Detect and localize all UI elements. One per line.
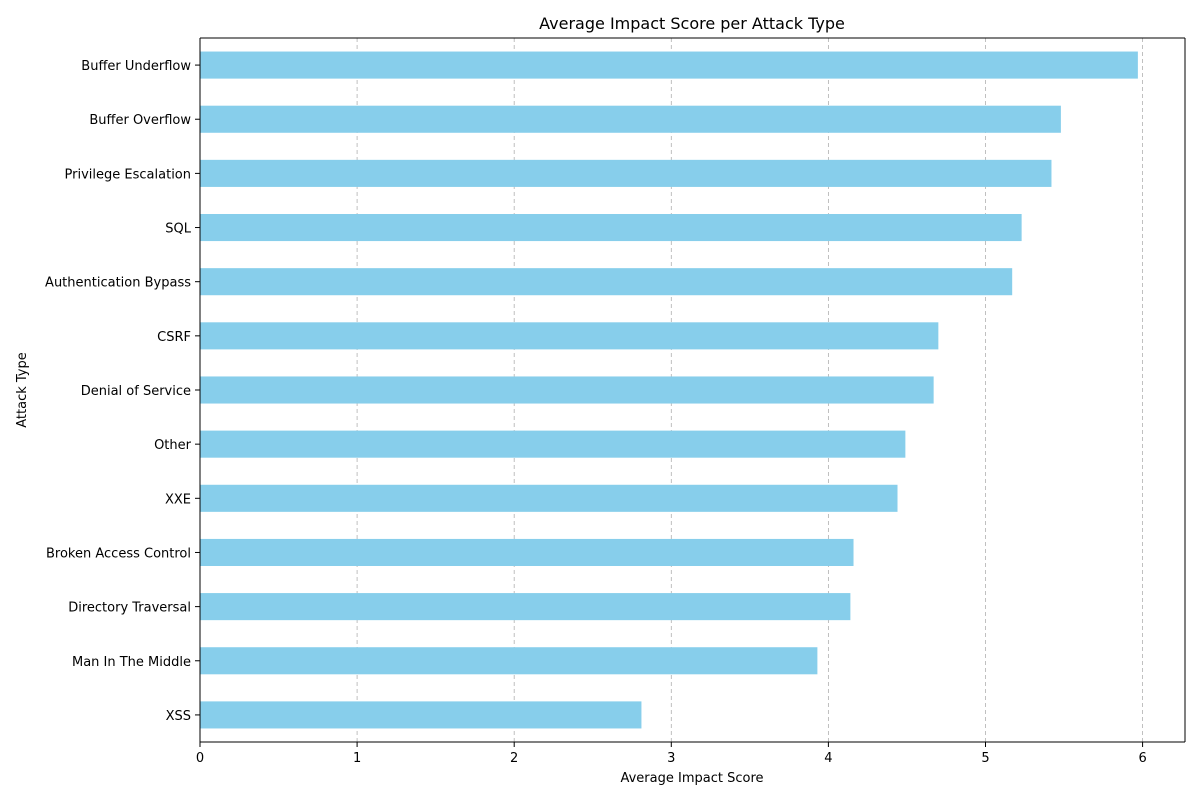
y-tick-label: Authentication Bypass — [45, 276, 191, 291]
y-axis-title: Attack Type — [15, 352, 30, 428]
y-tick-label: Man In The Middle — [72, 655, 191, 670]
bar — [200, 268, 1013, 296]
y-tick-label: Buffer Underflow — [81, 59, 191, 74]
x-tick-label: 5 — [981, 751, 989, 766]
bar — [200, 376, 934, 404]
chart-title: Average Impact Score per Attack Type — [539, 14, 845, 33]
y-tick-label: CSRF — [157, 330, 191, 345]
bars-layer — [200, 51, 1138, 729]
x-ticks: 0 1 2 3 4 5 6 — [196, 742, 1147, 766]
bar — [200, 538, 854, 566]
bar — [200, 430, 906, 458]
x-tick-label: 6 — [1138, 751, 1146, 766]
bar — [200, 51, 1138, 79]
x-tick-label: 2 — [510, 751, 518, 766]
bar — [200, 647, 818, 675]
bar — [200, 322, 939, 350]
y-tick-label: XSS — [166, 709, 191, 724]
y-tick-label: Privilege Escalation — [65, 167, 191, 182]
y-tick-label: Other — [154, 438, 192, 453]
bar — [200, 701, 642, 729]
x-tick-label: 1 — [353, 751, 361, 766]
y-tick-label: SQL — [165, 222, 191, 237]
y-tick-label: Broken Access Control — [46, 546, 191, 561]
y-ticks: Buffer Underflow Buffer Overflow Privilege… — [45, 59, 200, 724]
y-tick-label: Denial of Service — [81, 384, 191, 399]
bar — [200, 593, 851, 621]
bar — [200, 484, 898, 512]
x-tick-label: 4 — [824, 751, 832, 766]
y-tick-label: XXE — [165, 492, 191, 507]
bar — [200, 159, 1052, 187]
x-tick-label: 0 — [196, 751, 204, 766]
x-tick-label: 3 — [667, 751, 675, 766]
x-axis-title: Average Impact Score — [620, 771, 763, 786]
axes-layer — [199, 37, 1186, 743]
y-tick-label: Buffer Overflow — [89, 113, 191, 128]
bar — [200, 105, 1061, 133]
y-tick-label: Directory Traversal — [68, 601, 191, 616]
bar — [200, 214, 1022, 242]
